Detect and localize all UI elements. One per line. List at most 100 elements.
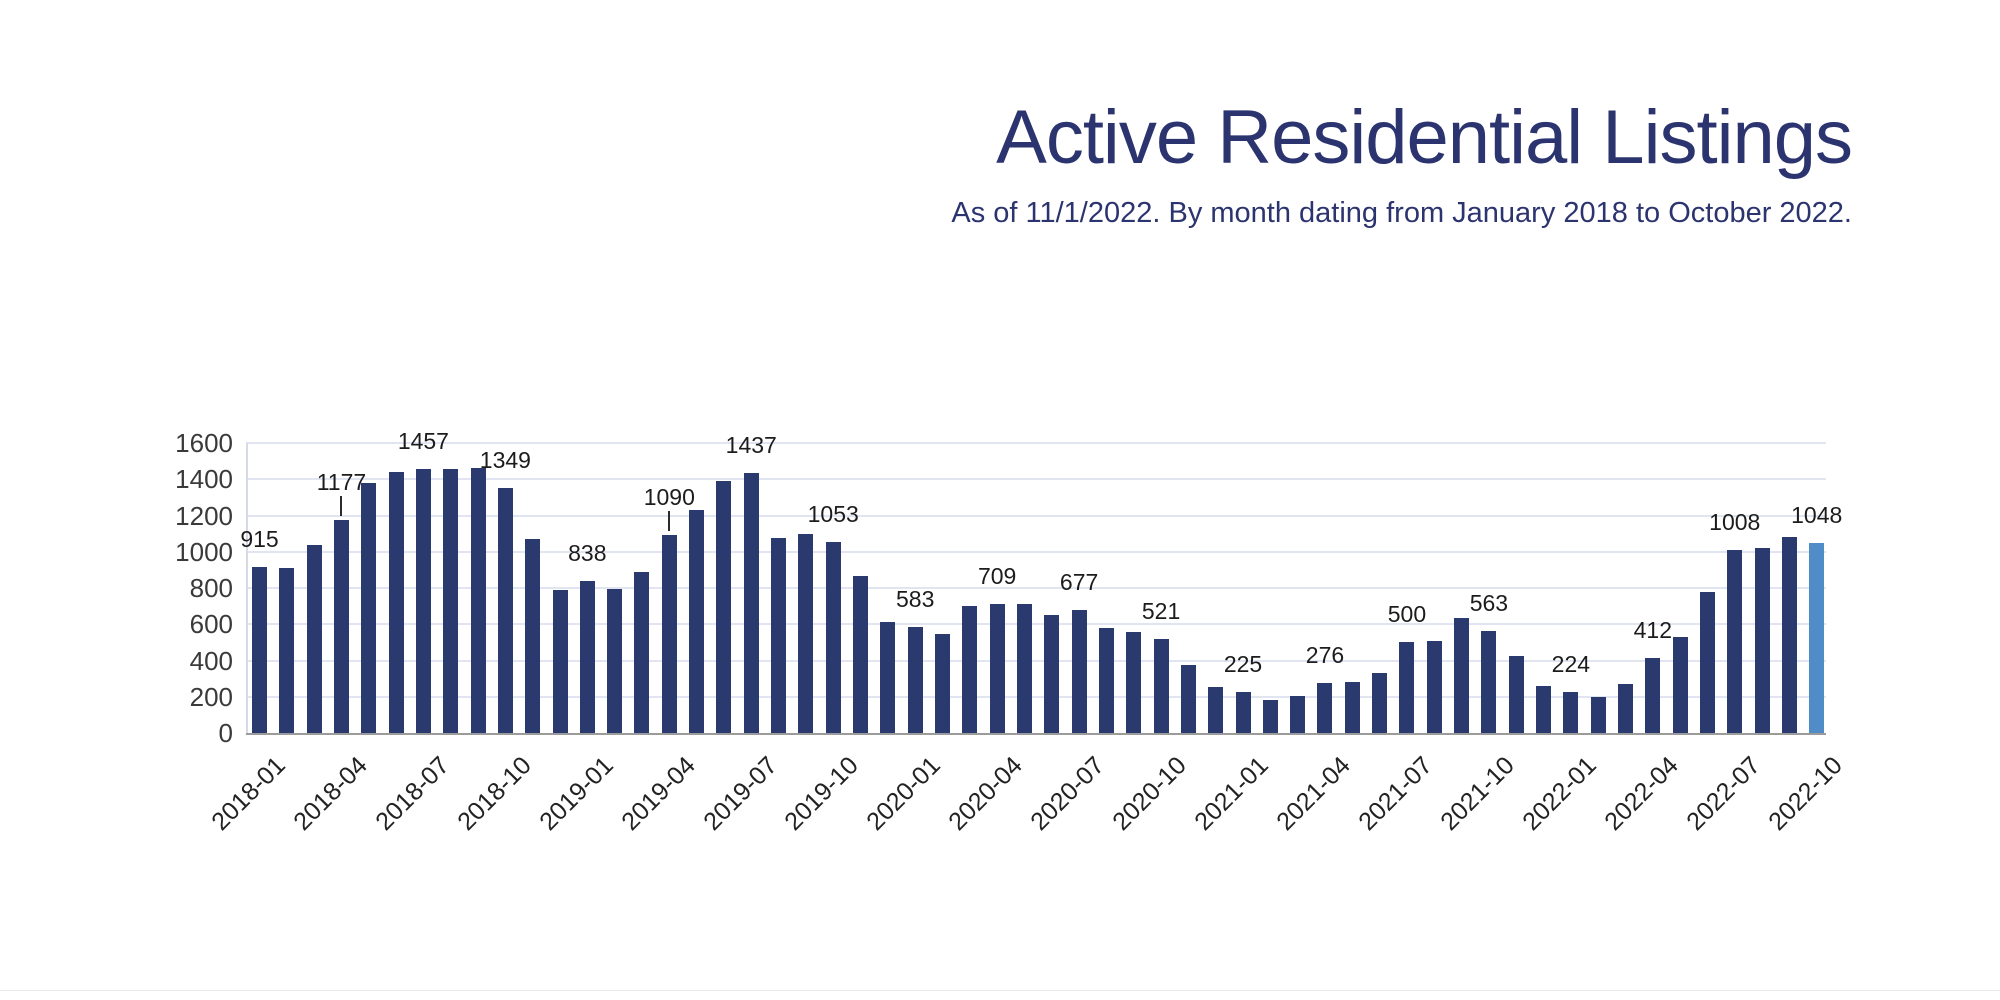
bar-2021-08 [1426,641,1442,733]
data-label-2021-10: 563 [1469,589,1509,616]
bar-2020-05 [1016,604,1032,733]
data-label-2019-04: 1090 [643,484,695,511]
gridline-1400 [246,478,1826,481]
gridline-400 [246,659,1826,662]
gridline-200 [246,695,1826,698]
bar-2021-03 [1290,695,1306,733]
gridline-1600 [246,442,1826,444]
x-tick-2020-07: 2020-07 [1025,751,1111,836]
data-label-2021-01: 225 [1223,651,1263,678]
y-axis-label-600: 600 [189,609,233,640]
x-tick-2018-01: 2018-01 [205,751,291,836]
bar-2018-06 [388,471,404,733]
data-label-2021-07: 500 [1387,601,1427,628]
bar-2018-02 [279,567,295,733]
bar-2021-06 [1372,673,1388,733]
bar-2022-04 [1645,658,1661,733]
x-tick-2022-10: 2022-10 [1763,751,1848,836]
bar-2022-06 [1699,591,1715,733]
bar-2019-03 [634,571,650,733]
x-tick-2021-07: 2021-07 [1353,751,1439,836]
bar-2018-05 [361,482,377,733]
bar-2018-03 [306,545,322,733]
gridline-1000 [246,550,1826,553]
x-tick-2021-01: 2021-01 [1189,751,1275,836]
data-label-2018-01: 915 [240,526,279,553]
bar-2020-04 [989,604,1005,733]
bar-2021-05 [1344,682,1360,733]
leader-line-2019-04 [668,511,671,532]
y-axis-label-0: 0 [218,718,233,748]
data-label-2022-01: 224 [1551,651,1591,678]
bar-2018-07 [415,468,431,733]
data-label-2022-04: 412 [1633,617,1672,644]
x-tick-2019-07: 2019-07 [697,751,783,836]
x-tick-2018-07: 2018-07 [369,751,455,836]
bar-2020-03 [962,606,978,733]
bar-2019-05 [689,510,705,733]
x-tick-2019-10: 2019-10 [779,751,865,836]
bar-2022-01 [1563,692,1579,733]
data-label-2022-10: 1048 [1791,502,1843,529]
y-axis-label-1200: 1200 [175,500,233,531]
bar-2020-02 [935,634,950,733]
bar-2022-08 [1754,547,1770,733]
bar-2020-10 [1153,638,1169,733]
y-axis-label-1600: 1600 [175,428,233,458]
y-axis-label-400: 400 [189,645,233,676]
data-label-2019-10: 1053 [807,501,859,528]
x-tick-2021-10: 2021-10 [1435,751,1520,836]
x-tick-2019-01: 2019-01 [533,751,619,836]
bar-2019-09 [798,534,814,733]
y-axis-label-1400: 1400 [175,464,233,495]
bar-2022-09 [1781,537,1797,733]
data-label-2018-10: 1349 [479,447,531,474]
bar-2019-07 [743,472,759,733]
bar-2019-08 [771,537,787,733]
leader-line-2018-04 [340,495,343,516]
data-label-2021-04: 276 [1305,641,1345,668]
bar-2019-10 [825,542,841,733]
bar-2022-05 [1672,636,1688,733]
bar-2019-02 [607,589,623,733]
data-label-2020-01: 583 [895,586,935,613]
chart-header: Active Residential Listings As of 11/1/2… [951,92,1853,230]
bar-2021-12 [1536,685,1552,733]
x-tick-2018-04: 2018-04 [287,751,373,836]
bar-2021-09 [1454,618,1470,733]
gridline-1200 [246,514,1826,517]
bar-2018-11 [525,538,541,733]
chart-title: Active Residential Listings [996,95,1853,180]
y-axis-label-200: 200 [189,681,233,712]
data-label-2018-07: 1457 [397,427,449,454]
bar-2020-01 [907,627,923,733]
bar-2020-11 [1180,665,1196,733]
x-tick-2022-07: 2022-07 [1681,751,1766,836]
bar-2020-06 [1044,615,1060,733]
bar-2021-07 [1399,642,1415,733]
bar-2019-11 [853,575,869,733]
bar-2018-10 [497,488,513,733]
x-tick-2022-01: 2022-01 [1517,751,1602,836]
bar-2022-03 [1618,683,1633,733]
data-label-2019-01: 838 [568,540,607,567]
bar-2022-07 [1727,550,1743,733]
bar-2019-01 [579,581,595,733]
bar-2020-08 [1098,627,1114,733]
y-axis-label-800: 800 [189,573,233,603]
bar-2019-06 [716,480,732,733]
bar-2021-10 [1481,630,1497,733]
gridline-800 [246,587,1826,589]
x-tick-2021-04: 2021-04 [1271,751,1357,836]
bar-2018-09 [470,468,486,733]
bar-2018-08 [443,468,459,733]
data-label-2019-07: 1437 [725,431,777,458]
x-tick-2019-04: 2019-04 [615,751,701,836]
bar-2018-04 [333,519,349,733]
x-tick-2020-01: 2020-01 [861,751,947,836]
bar-2021-01 [1235,692,1251,733]
data-label-2020-10: 521 [1141,597,1181,624]
bar-2020-09 [1126,631,1142,733]
bar-2021-02 [1262,700,1278,733]
bottom-divider [0,990,2000,991]
